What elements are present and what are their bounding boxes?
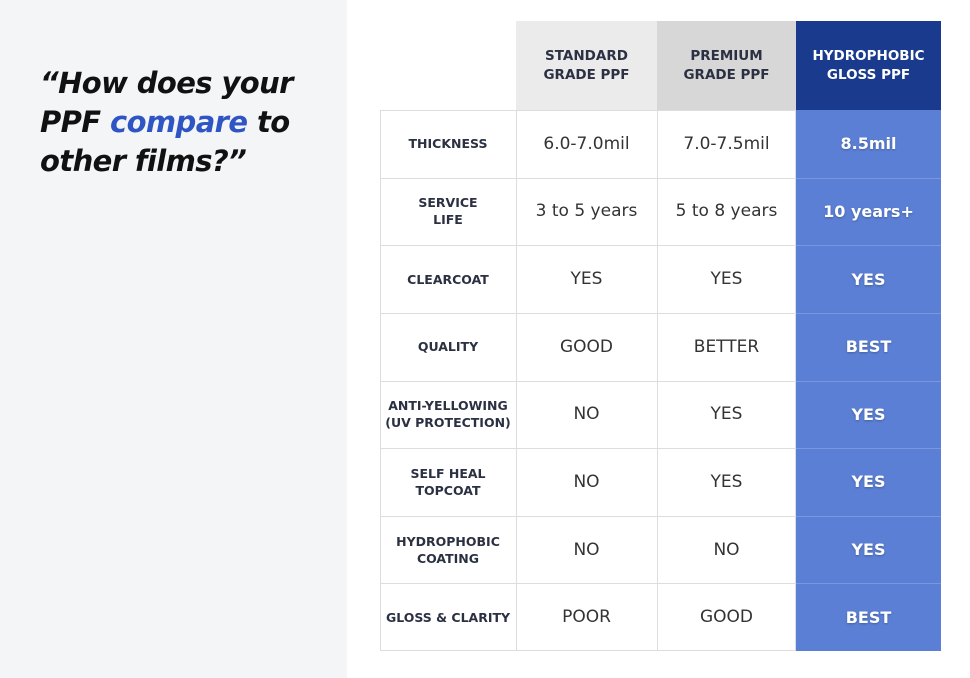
table-row: ANTI-YELLOWING (UV PROTECTION) NO YES YES	[380, 381, 941, 449]
row-divider-highlight	[796, 245, 941, 247]
row-divider-highlight	[796, 583, 941, 585]
heading-highlight: compare	[110, 105, 248, 139]
page-heading: “How does your PPF compare to other film…	[40, 64, 340, 181]
table-row: GLOSS & CLARITY POOR GOOD BEST	[380, 583, 941, 651]
premium-value: YES	[710, 471, 743, 492]
standard-value: NO	[573, 539, 600, 560]
row-divider	[380, 245, 796, 247]
hydrophobic-value: YES	[851, 269, 886, 289]
premium-value: NO	[713, 539, 740, 560]
standard-value: 6.0-7.0mil	[543, 133, 630, 154]
row-divider-highlight	[796, 448, 941, 450]
premium-value: 5 to 8 years	[675, 201, 778, 222]
row-divider	[380, 380, 796, 382]
standard-value: 3 to 5 years	[535, 201, 638, 222]
premium-value: YES	[710, 404, 743, 425]
standard-value: GOOD	[559, 336, 614, 357]
hydrophobic-value: YES	[851, 404, 886, 424]
hydrophobic-value: YES	[851, 540, 886, 560]
row-divider-highlight	[796, 312, 941, 314]
row-divider-highlight	[796, 380, 941, 382]
row-label: HYDROPHOBIC COATING	[396, 533, 500, 566]
premium-value: BETTER	[693, 336, 760, 357]
table-row: CLEARCOAT YES YES YES	[380, 245, 941, 313]
row-label: SELF HEAL TOPCOAT	[410, 465, 486, 498]
table-row: QUALITY GOOD BETTER BEST	[380, 313, 941, 381]
standard-value: NO	[573, 404, 600, 425]
premium-value: GOOD	[699, 607, 754, 628]
row-label: QUALITY	[417, 339, 479, 355]
table-row: HYDROPHOBIC COATING NO NO YES	[380, 516, 941, 584]
row-divider-highlight	[796, 177, 941, 179]
comparison-table: STANDARD GRADE PPF PREMIUM GRADE PPF HYD…	[380, 21, 941, 651]
column-header-premium: PREMIUM GRADE PPF	[657, 21, 796, 110]
table-row: SELF HEAL TOPCOAT NO YES YES	[380, 448, 941, 516]
row-label: SERVICE LIFE	[418, 195, 478, 228]
table-row: SERVICE LIFE 3 to 5 years 5 to 8 years 10 y…	[380, 178, 941, 246]
column-header-hydrophobic: HYDROPHOBIC GLOSS PPF	[796, 21, 941, 110]
premium-value: YES	[710, 269, 743, 290]
premium-value: 7.0-7.5mil	[683, 133, 770, 154]
standard-value: POOR	[562, 607, 611, 628]
heading-text-end: to other films?”	[40, 105, 290, 178]
row-divider	[380, 448, 796, 450]
table-row: THICKNESS 6.0-7.0mil 7.0-7.5mil 8.5mil	[380, 110, 941, 178]
row-divider	[380, 583, 796, 585]
row-label: CLEARCOAT	[407, 271, 489, 287]
hydrophobic-value: BEST	[845, 607, 892, 627]
row-label: GLOSS & CLARITY	[385, 609, 511, 625]
row-divider	[380, 515, 796, 517]
row-divider	[380, 177, 796, 179]
row-label: ANTI-YELLOWING (UV PROTECTION)	[385, 398, 511, 431]
standard-value: YES	[570, 269, 603, 290]
hydrophobic-value: BEST	[845, 337, 892, 357]
column-header-standard: STANDARD GRADE PPF	[516, 21, 657, 110]
hydrophobic-value: YES	[851, 472, 886, 492]
standard-value: NO	[573, 471, 600, 492]
row-divider	[380, 312, 796, 314]
heading-text-start: “How does your PPF	[40, 66, 293, 139]
row-label: THICKNESS	[408, 136, 488, 152]
left-panel: “How does your PPF compare to other film…	[0, 0, 347, 678]
hydrophobic-value: 8.5mil	[840, 134, 897, 154]
hydrophobic-value: 10 years+	[823, 201, 914, 221]
row-divider-highlight	[796, 515, 941, 517]
